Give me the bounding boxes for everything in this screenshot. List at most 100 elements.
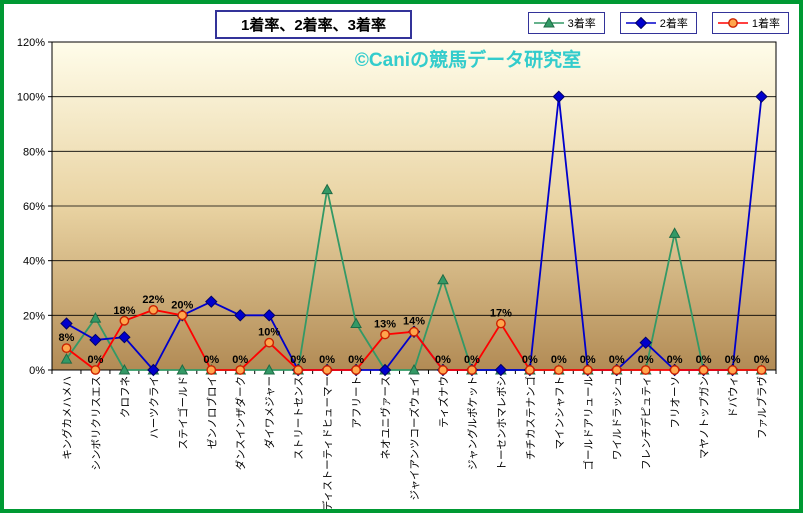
- data-label: 18%: [113, 305, 135, 317]
- data-label: 0%: [580, 354, 596, 366]
- data-label: 8%: [59, 332, 75, 344]
- x-axis-label: ティズナウ: [437, 376, 450, 428]
- x-axis-label: ジャングルポケット: [466, 376, 479, 470]
- data-label: 13%: [374, 318, 396, 330]
- y-axis-label: 80%: [23, 146, 45, 158]
- data-label: 0%: [522, 354, 538, 366]
- legend-label: 2着率: [659, 18, 688, 30]
- marker-circle: [409, 326, 419, 337]
- data-label: 0%: [87, 354, 103, 366]
- chart-title: 1着率、2着率、3着率: [215, 10, 413, 39]
- y-axis-label: 0%: [29, 365, 45, 377]
- legend-item-third-place-rate: 3着率: [527, 12, 605, 34]
- marker-circle: [553, 365, 564, 375]
- x-axis-label: マインシャフト: [554, 376, 566, 450]
- x-axis-label: クロフネ: [119, 376, 131, 418]
- marker-circle: [206, 365, 217, 375]
- legend-item-second-place-rate: 2着率: [619, 12, 697, 34]
- x-axis-label: マヤノトップガン: [699, 376, 711, 459]
- x-axis-label: キングカメハメハ: [60, 376, 73, 460]
- marker-triangle: [350, 317, 362, 329]
- marker-diamond: [755, 90, 768, 103]
- x-axis-label: チチカステナンゴ: [524, 376, 537, 460]
- series-first-place-rate: 8% 0% 18% 22% 20% 0% 0% 10% 0% 0% 0% 13% 14% 0% 0% 17% 0…: [59, 294, 770, 375]
- marker-triangle: [60, 353, 73, 364]
- marker-diamond: [552, 90, 566, 103]
- legend-label: 3着率: [567, 18, 596, 30]
- marker-circle: [524, 365, 535, 375]
- marker-circle: [322, 365, 333, 375]
- data-label: 0%: [203, 354, 219, 366]
- watermark: ©Caniの競馬データ研究室: [355, 48, 581, 71]
- data-label: 17%: [490, 308, 512, 320]
- x-axis-label: ドバウィ: [728, 376, 740, 418]
- data-label: 0%: [754, 354, 770, 366]
- marker-circle: [495, 318, 506, 329]
- marker-circle: [380, 329, 390, 340]
- marker-triangle: [437, 273, 449, 285]
- marker-diamond: [118, 330, 131, 344]
- data-label: 22%: [142, 294, 164, 306]
- marker-circle: [119, 315, 130, 326]
- data-label: 0%: [464, 354, 480, 366]
- marker-circle: [640, 365, 651, 375]
- data-label: 0%: [232, 354, 248, 366]
- legend-marker-diamond-icon: [625, 17, 656, 29]
- marker-diamond: [378, 363, 392, 377]
- marker-circle: [756, 365, 767, 375]
- legend: 3着率 2着率 1着率: [527, 12, 789, 34]
- y-axis-label: 20%: [23, 310, 45, 322]
- marker-circle: [698, 365, 709, 375]
- marker-circle: [293, 365, 304, 375]
- marker-diamond: [60, 317, 73, 330]
- marker-triangle: [118, 363, 131, 375]
- x-axis-label: ネオユニヴァース: [379, 376, 392, 459]
- y-axis-label: 100%: [17, 92, 45, 104]
- legend-item-first-place-rate: 1着率: [711, 12, 789, 34]
- y-axis-label: 120%: [17, 37, 45, 49]
- legend-marker-triangle-icon: [533, 17, 564, 28]
- data-label: 0%: [319, 354, 335, 366]
- marker-diamond: [205, 295, 218, 308]
- marker-triangle: [176, 363, 189, 375]
- x-axis-label: ダイワメジャー: [263, 376, 276, 449]
- data-label: 10%: [258, 327, 280, 339]
- data-label: 0%: [725, 354, 741, 366]
- marker-diamond: [262, 309, 276, 322]
- data-label: 0%: [348, 354, 364, 366]
- marker-diamond: [639, 336, 652, 349]
- marker-circle: [727, 18, 738, 28]
- data-label: 0%: [638, 354, 654, 366]
- x-axis-label: ストリートセンス: [293, 376, 305, 460]
- x-axis-label: ゴールドアリュール: [582, 376, 595, 471]
- y-axis-label: 60%: [23, 201, 45, 213]
- data-label: 0%: [435, 354, 451, 366]
- x-axis-label: ダンスインザダーク: [234, 376, 247, 470]
- marker-circle: [90, 365, 101, 375]
- marker-circle: [177, 310, 188, 321]
- marker-circle: [264, 337, 275, 348]
- x-axis-label: ディストーティドヒューマー: [321, 376, 334, 509]
- x-axis-label: ゼンノロブロイ: [205, 376, 218, 449]
- x-axis-label: ワイルドラッシュ: [612, 376, 624, 460]
- marker-circle: [235, 365, 246, 375]
- x-axis-label: ステイゴールド: [176, 376, 189, 450]
- marker-triangle: [263, 363, 276, 375]
- marker-triangle: [408, 363, 420, 375]
- x-axis-label: ファルブラヴ: [756, 376, 769, 439]
- x-axis-label: ジャイアンツコーズウェイ: [408, 376, 421, 501]
- marker-circle: [351, 365, 361, 375]
- legend-marker-circle-icon: [717, 18, 748, 28]
- data-label: 0%: [290, 354, 306, 366]
- data-label: 0%: [667, 354, 683, 366]
- marker-circle: [727, 365, 738, 375]
- marker-circle: [669, 365, 680, 375]
- data-label: 14%: [403, 316, 425, 328]
- marker-triangle: [321, 183, 333, 195]
- marker-triangle: [89, 312, 102, 323]
- y-axis-label: 40%: [23, 256, 45, 268]
- chart-plot: 0% 20% 40% 60% 80% 100% 120% キングカメハメハ シンボリクリスエス ク…: [17, 37, 777, 509]
- marker-circle: [467, 365, 477, 375]
- marker-circle: [611, 365, 622, 375]
